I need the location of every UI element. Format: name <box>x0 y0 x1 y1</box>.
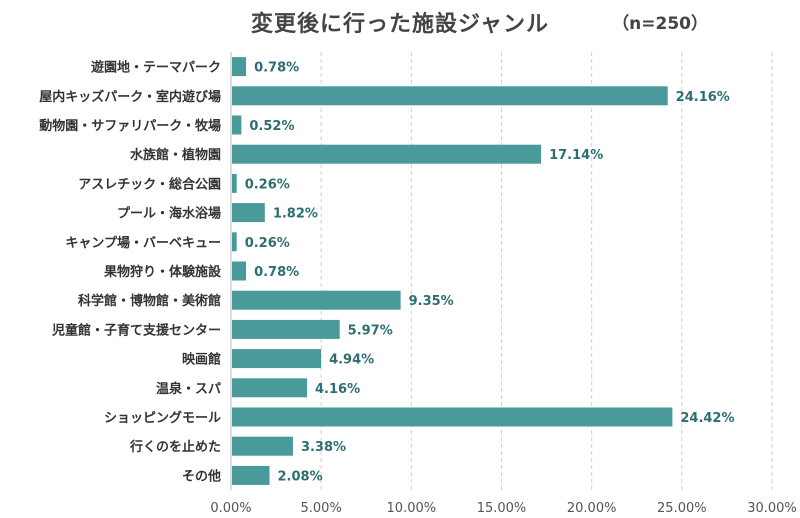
data-label: 0.26% <box>245 177 290 192</box>
data-label: 0.26% <box>245 236 290 251</box>
bar <box>232 319 340 339</box>
category-label: プール・海水浴場 <box>117 206 221 222</box>
bar <box>232 407 673 427</box>
bar <box>232 232 237 252</box>
data-label: 9.35% <box>409 294 454 309</box>
bar <box>232 115 242 135</box>
data-label: 3.38% <box>301 440 346 455</box>
category-label: 行くのを止めた <box>129 439 221 455</box>
x-tick-label: 15.00% <box>477 501 527 516</box>
category-label: 映画館 <box>182 352 221 368</box>
bar <box>232 173 237 193</box>
data-label: 0.78% <box>254 61 299 76</box>
data-label: 17.14% <box>549 148 603 163</box>
category-label: 水族館・植物園 <box>130 147 221 163</box>
x-tick-label: 5.00% <box>301 501 342 516</box>
chart-subtitle: （n=250） <box>612 14 708 34</box>
x-tick-label: 20.00% <box>567 501 617 516</box>
bar <box>232 290 401 310</box>
data-label: 24.42% <box>680 411 734 426</box>
bar <box>232 86 668 106</box>
x-tick-label: 30.00% <box>747 501 797 516</box>
data-label: 0.78% <box>254 265 299 280</box>
category-label: 科学館・博物館・美術館 <box>78 293 221 309</box>
bar <box>232 203 265 223</box>
bar <box>232 436 293 456</box>
category-label: その他 <box>182 468 221 484</box>
bar <box>232 144 542 164</box>
data-label: 4.94% <box>329 353 374 368</box>
category-label: アスレチック・総合公園 <box>78 176 221 192</box>
data-label: 4.16% <box>315 382 360 397</box>
category-label: 動物園・サファリパーク・牧場 <box>39 118 221 134</box>
data-label: 2.08% <box>278 469 323 484</box>
category-label: キャンプ場・バーベキュー <box>65 235 221 251</box>
data-label: 1.82% <box>273 207 318 222</box>
x-tick-label: 0.00% <box>210 501 251 516</box>
data-label: 5.97% <box>348 323 393 338</box>
category-label: 果物狩り・体験施設 <box>103 264 222 280</box>
x-tick-label: 25.00% <box>657 501 707 516</box>
category-label: ショッピングモール <box>104 410 221 426</box>
bar <box>232 349 322 369</box>
bar <box>232 465 270 485</box>
category-label: 屋内キッズパーク・室内遊び場 <box>39 89 221 105</box>
bar <box>232 261 247 281</box>
data-label: 24.16% <box>676 90 730 105</box>
category-label: 遊園地・テーマパーク <box>91 60 221 76</box>
chart-title: 変更後に行った施設ジャンル <box>251 12 549 37</box>
bar <box>232 378 308 398</box>
data-label: 0.52% <box>249 119 294 134</box>
bar <box>232 57 247 77</box>
category-label: 児童館・子育て支援センター <box>51 322 221 338</box>
category-label: 温泉・スパ <box>156 381 221 397</box>
x-tick-label: 10.00% <box>387 501 437 516</box>
